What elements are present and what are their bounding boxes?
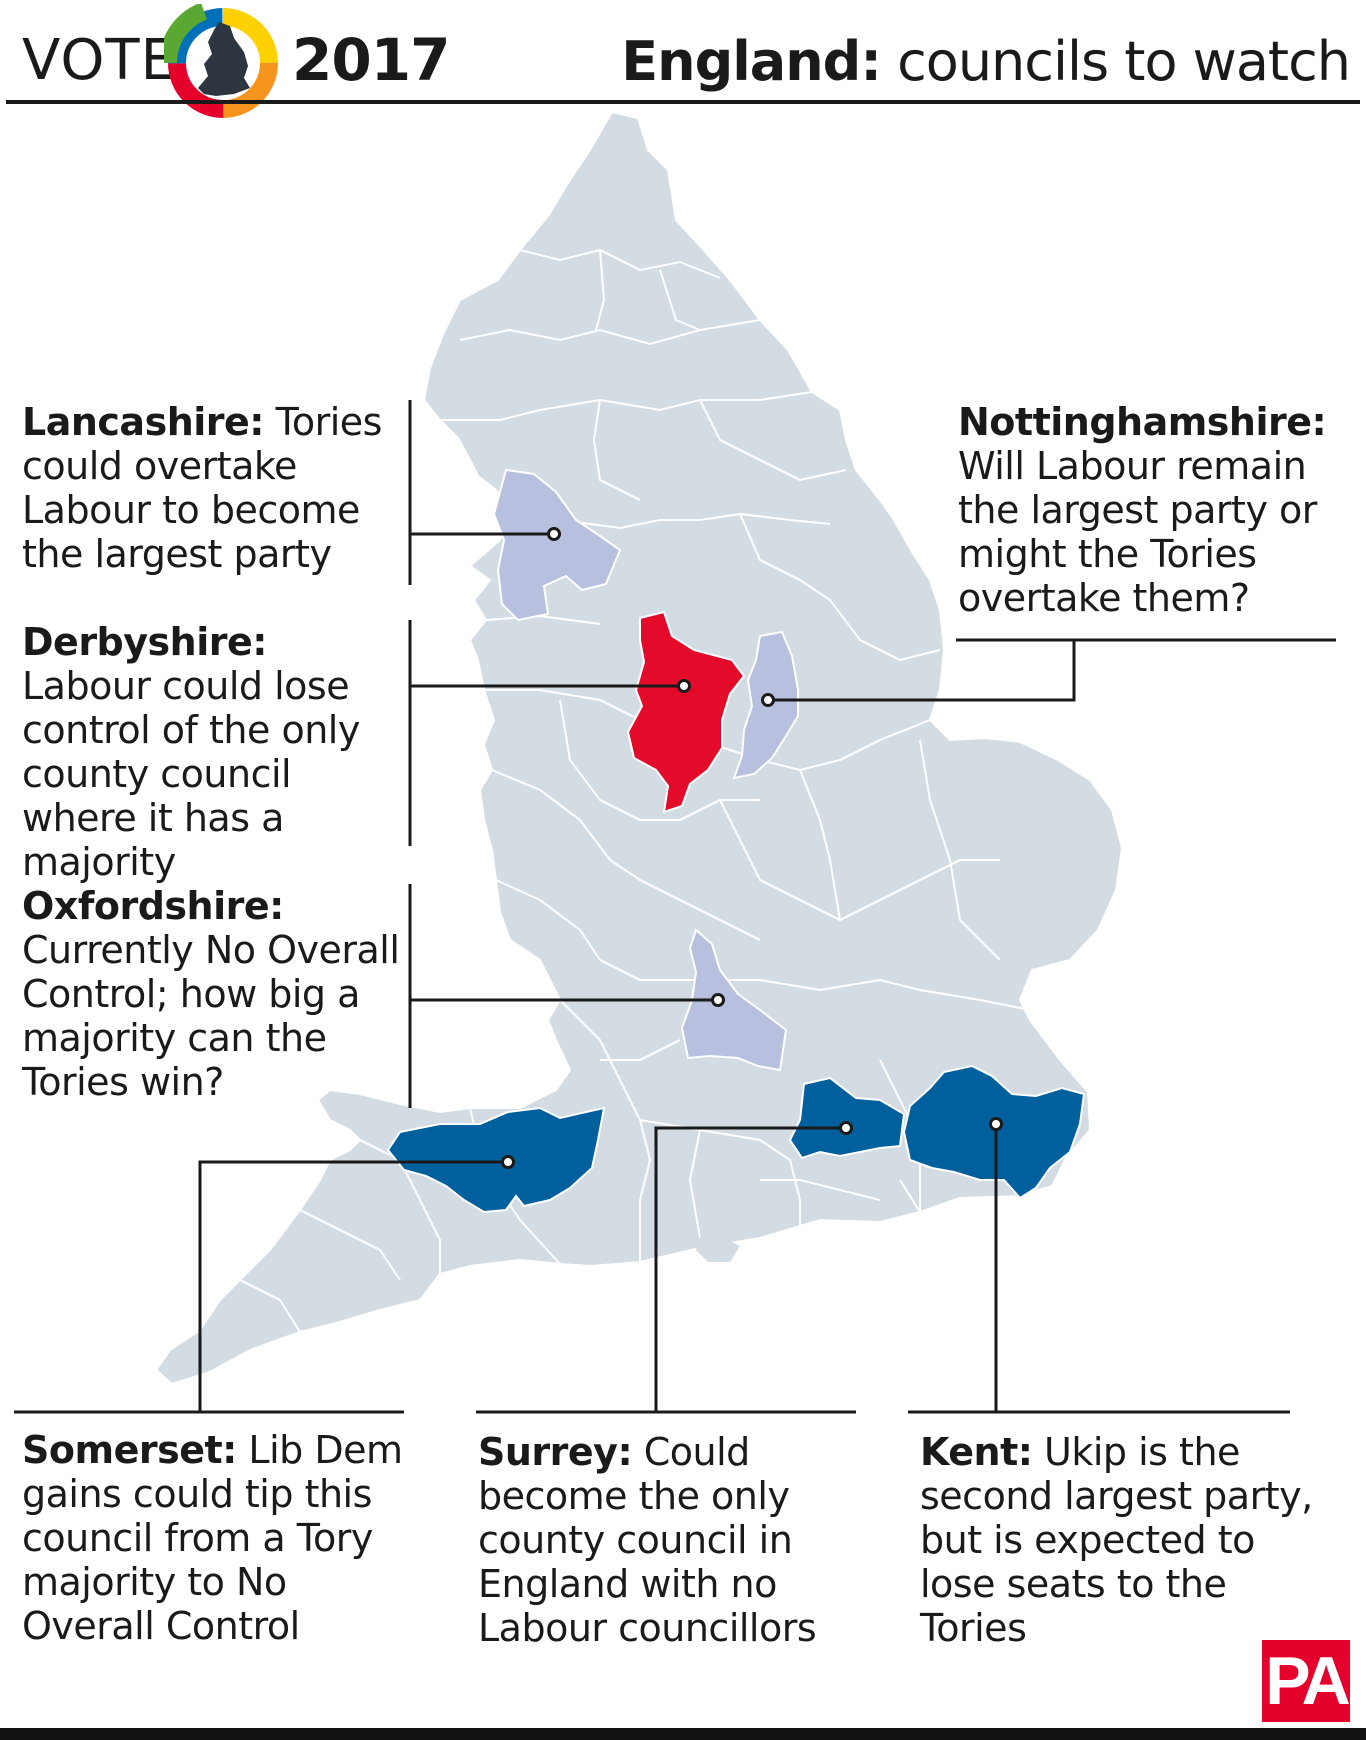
- page-title: England: councils to watch: [621, 30, 1351, 93]
- county-lancashire[interactable]: [492, 468, 622, 622]
- footer-rule: [0, 1728, 1366, 1740]
- lancashire-marker[interactable]: [547, 527, 561, 541]
- county-kent[interactable]: [902, 1064, 1086, 1200]
- callout-somerset: Somerset: Lib Dem gains could tip this c…: [22, 1428, 412, 1648]
- callout-oxfordshire: Oxfordshire: Currently No Overall Contro…: [22, 884, 402, 1104]
- callout-lancashire-name: Lancashire:: [22, 400, 264, 444]
- vote-2017-logo-icon: [164, 4, 278, 118]
- oxfordshire-marker[interactable]: [711, 993, 725, 1007]
- page-title-bold: England:: [621, 30, 882, 93]
- callout-surrey-text: Could become the only county council in …: [478, 1430, 817, 1650]
- callout-oxfordshire-text: Currently No Overall Control; how big a …: [22, 928, 400, 1104]
- kent-marker[interactable]: [989, 1117, 1003, 1131]
- callout-oxfordshire-name: Oxfordshire:: [22, 884, 284, 928]
- callout-somerset-name: Somerset:: [22, 1428, 237, 1472]
- pa-logo: PA: [1262, 1640, 1351, 1722]
- header-rule: [6, 100, 1360, 104]
- somerset-leader: [198, 1160, 508, 1412]
- callout-derbyshire-text: Labour could lose control of the only co…: [22, 664, 360, 884]
- callout-kent-text: Ukip is the second largest party, but is…: [920, 1430, 1313, 1650]
- page-title-rest: councils to watch: [880, 30, 1351, 93]
- callout-somerset-text: Lib Dem gains could tip this council fro…: [22, 1428, 403, 1648]
- callout-nottinghamshire-name: Nottinghamshire:: [958, 400, 1327, 444]
- derbyshire-marker[interactable]: [677, 679, 691, 693]
- county-oxfordshire[interactable]: [680, 928, 788, 1072]
- callout-surrey-name: Surrey:: [478, 1430, 633, 1474]
- callout-derbyshire-name: Derbyshire:: [22, 620, 267, 664]
- nottinghamshire-marker[interactable]: [761, 693, 775, 707]
- surrey-marker[interactable]: [839, 1121, 853, 1135]
- callout-nottinghamshire-text: Will Labour remain the largest party or …: [958, 444, 1317, 620]
- callout-kent-name: Kent:: [920, 1430, 1033, 1474]
- callout-surrey: Surrey: Could become the only county cou…: [478, 1430, 868, 1650]
- surrey-leader: [654, 1126, 846, 1412]
- header: VOTE 2017 England: councils to watch: [0, 0, 1366, 118]
- county-derbyshire[interactable]: [626, 610, 746, 814]
- somerset-marker[interactable]: [501, 1155, 515, 1169]
- callout-lancashire-text: Tories could overtake Labour to become t…: [22, 400, 382, 576]
- vote-wordmark: VOTE: [22, 28, 177, 93]
- callout-kent: Kent: Ukip is the second largest party, …: [920, 1430, 1340, 1650]
- callout-lancashire: Lancashire: Tories could overtake Labour…: [22, 400, 402, 576]
- vote-year: 2017: [292, 26, 450, 94]
- county-somerset[interactable]: [386, 1106, 606, 1214]
- callout-nottinghamshire: Nottinghamshire: Will Labour remain the …: [958, 400, 1348, 620]
- callout-derbyshire: Derbyshire: Labour could lose control of…: [22, 620, 402, 884]
- nottinghamshire-leader: [768, 640, 1076, 702]
- county-surrey[interactable]: [788, 1076, 906, 1160]
